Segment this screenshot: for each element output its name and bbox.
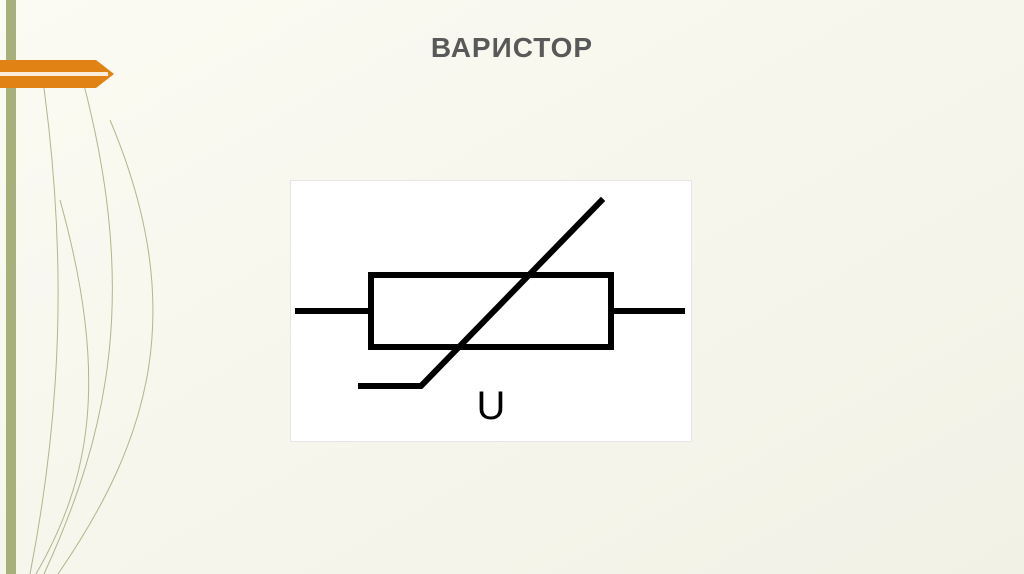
varistor-symbol-box: U <box>290 180 692 442</box>
slide-root: ВАРИСТОР U <box>0 0 1024 574</box>
svg-text:U: U <box>477 384 506 428</box>
orange-accent-tab <box>0 60 114 88</box>
slide-title: ВАРИСТОР <box>0 32 1024 64</box>
varistor-symbol: U <box>291 181 691 441</box>
